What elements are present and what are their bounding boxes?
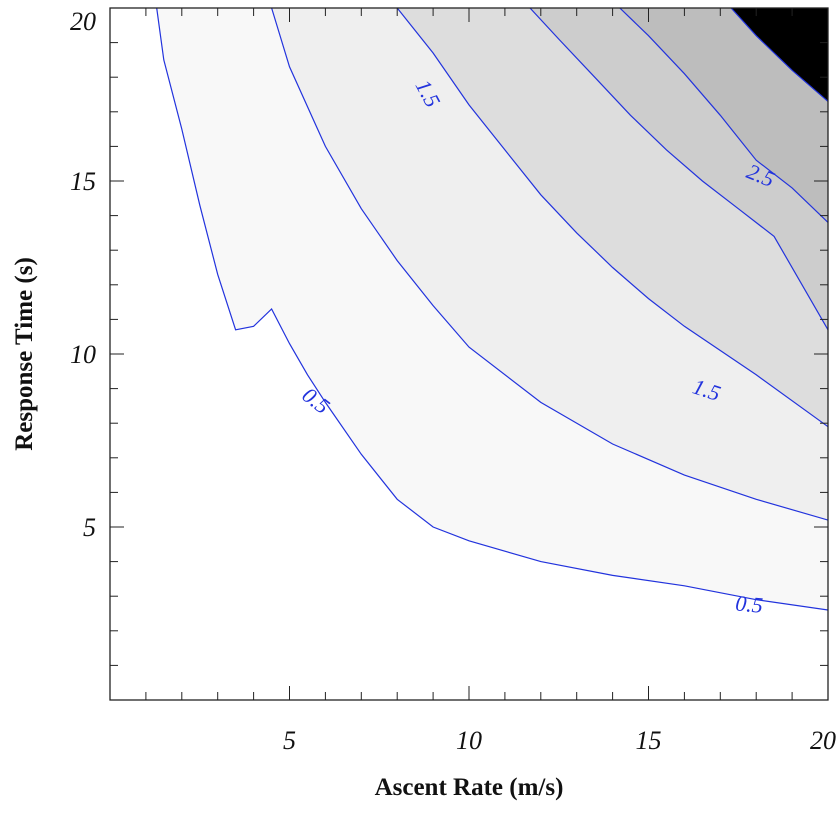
contour-lines	[156, 8, 828, 611]
contour-line-1.5	[396, 8, 828, 428]
y-tick-label: 20	[70, 7, 96, 36]
contour-label-4: 0.5	[734, 591, 764, 618]
y-tick-labels: 5 10 15 20	[70, 7, 96, 542]
x-tick-label: 5	[283, 726, 296, 755]
contour-line-2.5	[619, 8, 828, 223]
y-axis-title: Response Time (s)	[11, 257, 38, 451]
plot-area: 1.50.5 1.52.50.5	[110, 8, 828, 700]
x-tick-label: 20	[810, 726, 836, 755]
x-tick-label: 10	[456, 726, 482, 755]
x-tick-labels: 5 10 15 20	[283, 726, 836, 755]
contour-line-0.5	[156, 8, 828, 611]
y-tick-label: 10	[70, 340, 96, 369]
contour-fill-3	[731, 8, 828, 102]
x-axis-title: Ascent Rate (m/s)	[375, 774, 564, 801]
x-tick-label: 15	[636, 726, 662, 755]
contour-fill-2.5	[619, 8, 828, 223]
y-tick-label: 15	[70, 167, 96, 196]
contour-line-2	[529, 8, 828, 331]
contour-line-1	[271, 8, 828, 521]
contour-fills	[156, 8, 828, 610]
contour-line-3	[730, 8, 828, 102]
plot-frame	[109, 7, 829, 701]
y-tick-label: 5	[83, 513, 96, 542]
contour-label-text: 0.5	[734, 591, 764, 618]
axis-ticks	[110, 8, 828, 700]
